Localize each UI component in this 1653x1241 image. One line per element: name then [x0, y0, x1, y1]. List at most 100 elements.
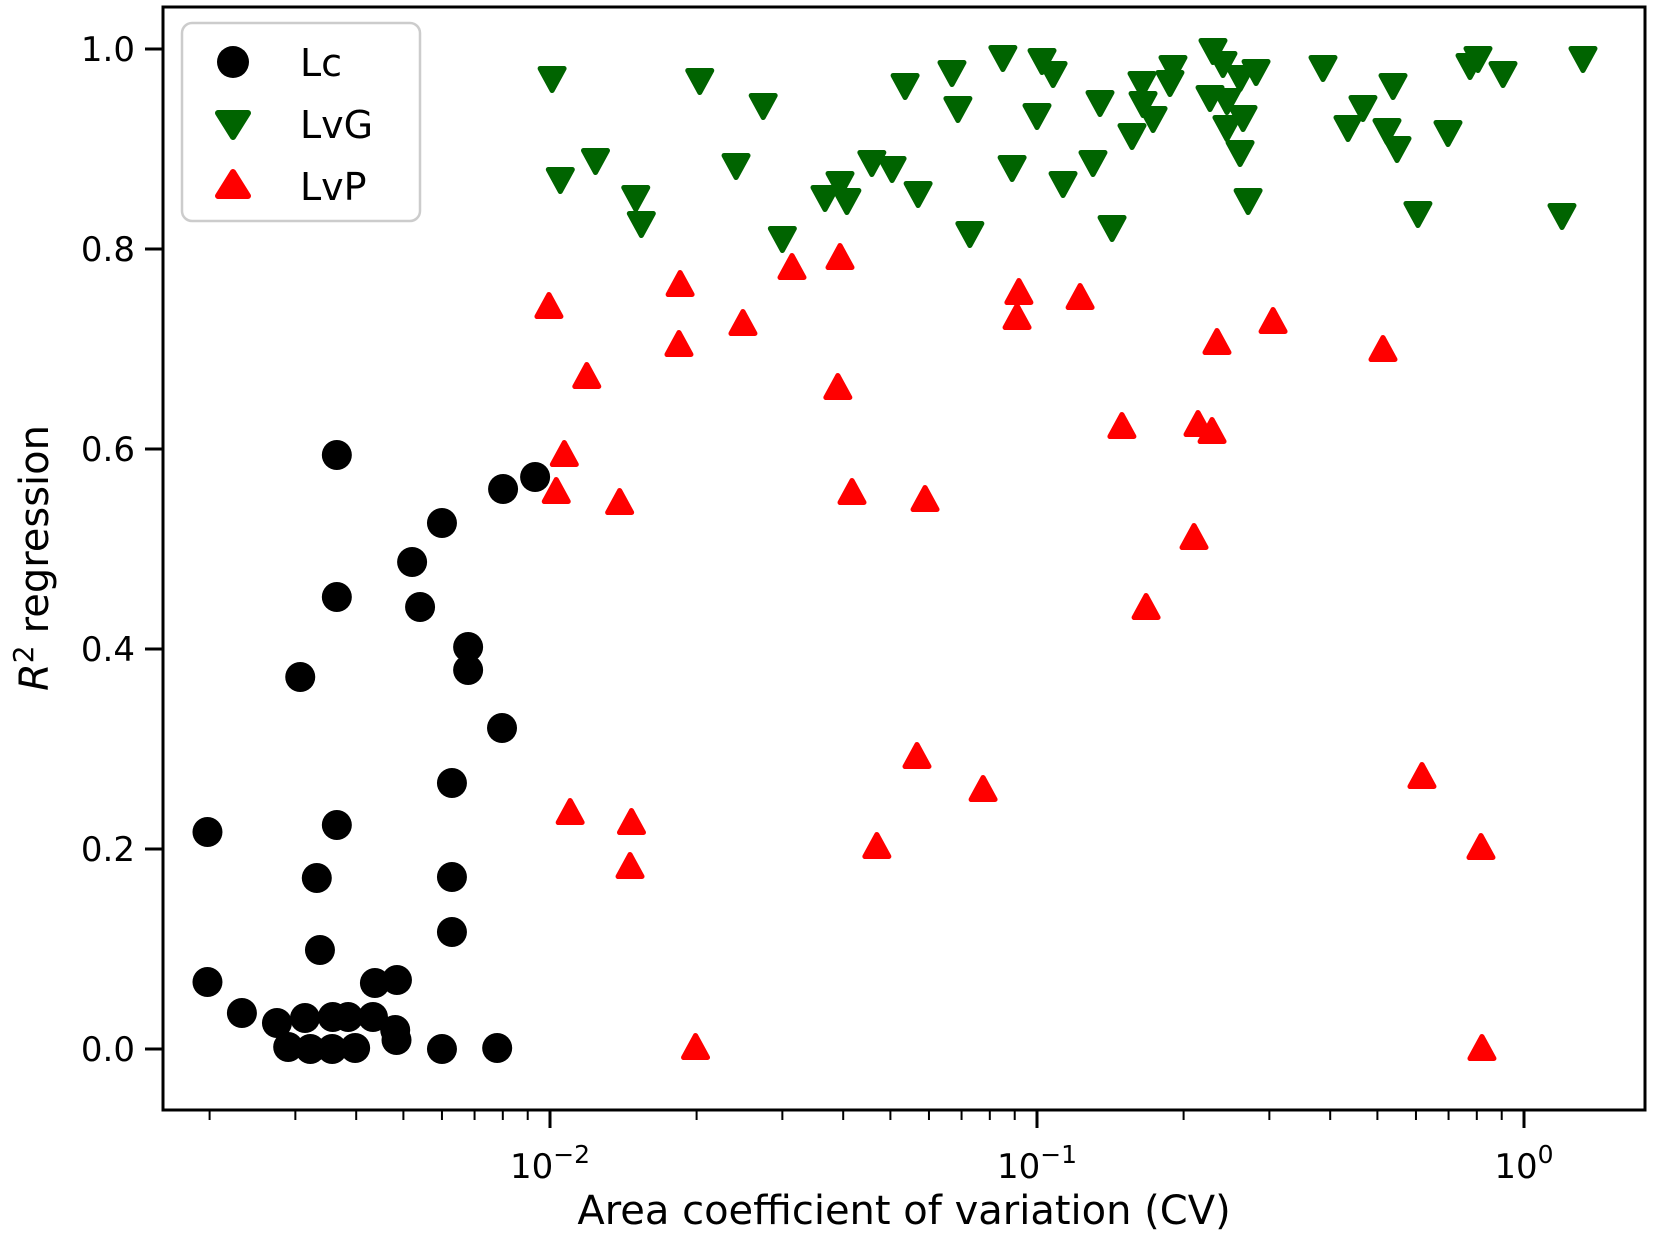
data-point-lvp [910, 485, 940, 512]
data-point-lvp [555, 798, 585, 825]
data-point-lvg [903, 181, 933, 208]
data-point-lc [301, 863, 332, 893]
data-point-lvg [626, 211, 656, 238]
data-point-lvp [902, 742, 932, 769]
data-point-lc [321, 582, 352, 612]
data-point-lvg [988, 45, 1018, 72]
data-point-lvg [943, 96, 973, 123]
data-point-lvg [1433, 120, 1463, 147]
data-point-lc [340, 1033, 371, 1063]
data-point-lvg [1403, 201, 1433, 228]
data-point-lvg [1212, 88, 1242, 115]
data-point-lc [405, 592, 436, 622]
data-point-lvg [1382, 136, 1412, 163]
legend-marker-circle [217, 46, 249, 78]
data-points-layer [192, 38, 1598, 1064]
data-point-lvg [937, 60, 967, 87]
data-point-lc [453, 632, 484, 662]
data-point-lvg [1488, 61, 1518, 88]
data-point-lc [482, 1033, 513, 1063]
data-point-lvp [1407, 762, 1437, 789]
data-point-lvg [1547, 203, 1577, 230]
y-axis-major-ticks: 0.0 0.2 0.4 0.6 0.8 1.0 [81, 30, 163, 1070]
data-point-lvp [615, 852, 645, 879]
data-point-lc [321, 440, 352, 470]
data-point-lvg [877, 156, 907, 183]
data-point-lvg [825, 171, 855, 198]
data-point-lvp [605, 488, 635, 515]
y-tick-label: 0.2 [81, 830, 135, 870]
data-point-lc [488, 474, 519, 504]
data-point-lvg [1372, 118, 1402, 145]
data-point-lvg [1038, 61, 1068, 88]
y-tick-label: 0.0 [81, 1030, 135, 1070]
data-point-lvp [664, 330, 694, 357]
legend-marker-triangle-down [215, 110, 251, 140]
data-point-lvp [1258, 307, 1288, 334]
data-point-lc [381, 1025, 412, 1055]
data-point-lc [273, 1032, 304, 1062]
data-point-lc [359, 968, 390, 998]
data-point-lvg [1233, 188, 1263, 215]
data-point-lvg [1348, 95, 1378, 122]
data-point-lvg [1097, 215, 1127, 242]
data-point-lc [304, 935, 335, 965]
data-point-lvg [810, 185, 840, 212]
data-point-lvg [997, 155, 1027, 182]
data-point-lvg [1078, 150, 1108, 177]
data-point-lvg [1463, 46, 1493, 73]
data-point-lc [321, 810, 352, 840]
data-point-lvg [537, 66, 567, 93]
data-point-lc [285, 662, 316, 692]
data-point-lvg [832, 188, 862, 215]
data-point-lvp [549, 440, 579, 467]
data-point-lvg [955, 221, 985, 248]
y-axis-label-symbol: R [12, 663, 58, 691]
data-point-lvp [823, 373, 853, 400]
x-axis-major-ticks: 10−2 10−1 100 [510, 1110, 1554, 1187]
data-point-lvp [572, 362, 602, 389]
data-point-lvp [1197, 417, 1227, 444]
data-point-lvp [837, 478, 867, 505]
legend-label-lvp: LvP [300, 165, 367, 209]
data-point-lc [295, 1034, 326, 1064]
data-point-lvp [1107, 412, 1137, 439]
data-point-lc [426, 508, 457, 538]
data-point-lvp [681, 1033, 711, 1060]
data-point-lc [290, 1003, 321, 1033]
data-point-lvp [777, 253, 807, 280]
data-point-lvp [1368, 335, 1398, 362]
data-point-lvg [1158, 55, 1188, 82]
data-point-lvp [1202, 328, 1232, 355]
x-axis-minor-ticks [208, 1110, 1503, 1120]
data-point-lvg [1127, 71, 1157, 98]
data-point-lvg [1225, 65, 1255, 92]
y-tick-label: 0.6 [81, 430, 135, 470]
data-point-lvp [1004, 278, 1034, 305]
x-tick-label: 100 [1494, 1140, 1553, 1187]
data-point-lvp [665, 270, 695, 297]
data-point-lvg [685, 68, 715, 95]
data-point-lc [192, 817, 223, 847]
data-point-lc [436, 862, 467, 892]
data-point-lvg [1117, 123, 1147, 150]
data-point-lc [487, 713, 518, 743]
data-point-lvp [534, 292, 564, 319]
data-point-lvp [1467, 1034, 1497, 1061]
legend-marker-triangle-up [215, 169, 251, 199]
data-point-lvg [1128, 91, 1158, 118]
data-point-lvp [862, 832, 892, 859]
data-point-lvg [580, 148, 610, 175]
data-point-lvg [767, 226, 797, 253]
y-axis-label-superscript: 2 [7, 645, 40, 663]
plot-spines [161, 5, 1647, 1112]
data-point-lc [317, 1034, 348, 1064]
data-point-lc [453, 655, 484, 685]
data-point-lc [426, 1034, 457, 1064]
data-point-lc [261, 1008, 292, 1038]
legend-label-lc: Lc [300, 41, 342, 85]
data-point-lvg [1241, 59, 1271, 86]
data-point-lc [397, 547, 428, 577]
data-point-lvg [1022, 103, 1052, 130]
